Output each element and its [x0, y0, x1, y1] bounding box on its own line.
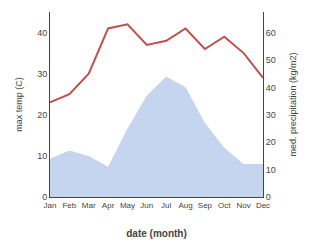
svg-text:Feb: Feb [62, 201, 76, 210]
svg-text:60: 60 [266, 28, 276, 38]
svg-text:Jun: Jun [140, 201, 153, 210]
svg-text:med. precipitation (kg/m2): med. precipitation (kg/m2) [288, 52, 298, 156]
svg-text:0: 0 [42, 192, 47, 202]
svg-text:30: 30 [37, 69, 47, 79]
svg-text:0: 0 [266, 192, 271, 202]
svg-text:Sep: Sep [198, 201, 213, 210]
svg-text:May: May [120, 201, 135, 210]
svg-text:20: 20 [266, 137, 276, 147]
svg-text:40: 40 [37, 28, 47, 38]
svg-text:Dec: Dec [256, 201, 270, 210]
svg-text:Oct: Oct [218, 201, 231, 210]
svg-text:Jan: Jan [44, 201, 57, 210]
svg-text:Mar: Mar [82, 201, 96, 210]
svg-text:10: 10 [37, 151, 47, 161]
svg-text:Aug: Aug [178, 201, 192, 210]
svg-text:Nov: Nov [237, 201, 251, 210]
svg-text:10: 10 [266, 165, 276, 175]
svg-text:Apr: Apr [102, 201, 115, 210]
svg-text:50: 50 [266, 55, 276, 65]
svg-text:20: 20 [37, 110, 47, 120]
svg-text:40: 40 [266, 83, 276, 93]
svg-text:Jul: Jul [161, 201, 171, 210]
svg-text:30: 30 [266, 110, 276, 120]
svg-text:max temp (C): max temp (C) [14, 77, 24, 132]
svg-text:date (month): date (month) [126, 228, 187, 239]
